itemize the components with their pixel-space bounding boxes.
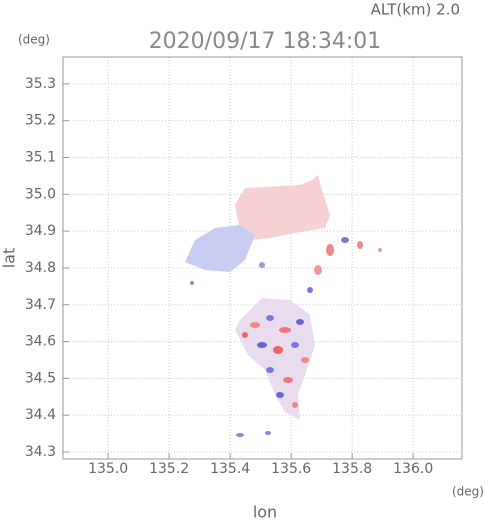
speckle — [341, 237, 349, 243]
y-tick-label: 35.3 — [25, 76, 56, 92]
subtitle: ALT(km) 2.0 — [371, 1, 460, 19]
plot-frame — [62, 56, 463, 460]
speckle — [257, 342, 267, 348]
y-tick-label: 34.5 — [25, 370, 56, 386]
speckles — [190, 237, 382, 437]
speckle — [276, 392, 284, 398]
speckle — [259, 262, 265, 268]
y-tick-label: 34.7 — [25, 297, 56, 313]
speckle — [250, 322, 260, 328]
speckle — [357, 241, 363, 249]
speckle — [296, 319, 304, 325]
speckle — [307, 287, 313, 293]
x-tick-label: 135.6 — [271, 461, 311, 477]
radar-echo — [185, 175, 382, 437]
speckle — [190, 281, 194, 285]
speckle — [273, 346, 283, 354]
speckle — [378, 248, 382, 252]
y-tick-label: 34.8 — [25, 260, 56, 276]
x-tick-label: 135.8 — [332, 461, 372, 477]
speckle — [291, 342, 299, 348]
speckle — [283, 377, 293, 383]
grid — [63, 57, 462, 459]
speckle — [242, 332, 248, 338]
negative-region — [185, 225, 255, 272]
speckle — [236, 433, 244, 437]
speckle — [266, 367, 274, 373]
y-tick-label: 35.2 — [25, 113, 56, 129]
chart-title: 2020/09/17 18:34:01 — [149, 29, 382, 54]
speckle — [314, 265, 322, 275]
y-tick-label: 34.9 — [25, 223, 56, 239]
y-tick-label: 35.1 — [25, 150, 56, 166]
y-tick-label: 34.3 — [25, 444, 56, 460]
speckle — [326, 244, 334, 256]
speckle — [266, 315, 274, 321]
x-tick-label: 135.2 — [149, 461, 189, 477]
mixed-region — [235, 298, 315, 420]
x-tick-label: 136.0 — [393, 461, 433, 477]
y-axis-label: lat — [0, 248, 19, 269]
x-tick-label: 135.4 — [210, 461, 250, 477]
x-tick-label: 135.0 — [88, 461, 128, 477]
y-tick-label: 34.4 — [25, 407, 56, 423]
speckle — [301, 357, 309, 363]
positive-region — [235, 175, 330, 240]
x-unit: (deg) — [452, 485, 484, 499]
y-tick-label: 34.6 — [25, 334, 56, 350]
speckle — [265, 431, 271, 435]
y-tick-label: 35.0 — [25, 186, 56, 202]
y-unit: (deg) — [18, 33, 50, 47]
speckle — [292, 402, 298, 408]
x-axis-label: lon — [253, 503, 277, 522]
speckle — [279, 327, 291, 333]
